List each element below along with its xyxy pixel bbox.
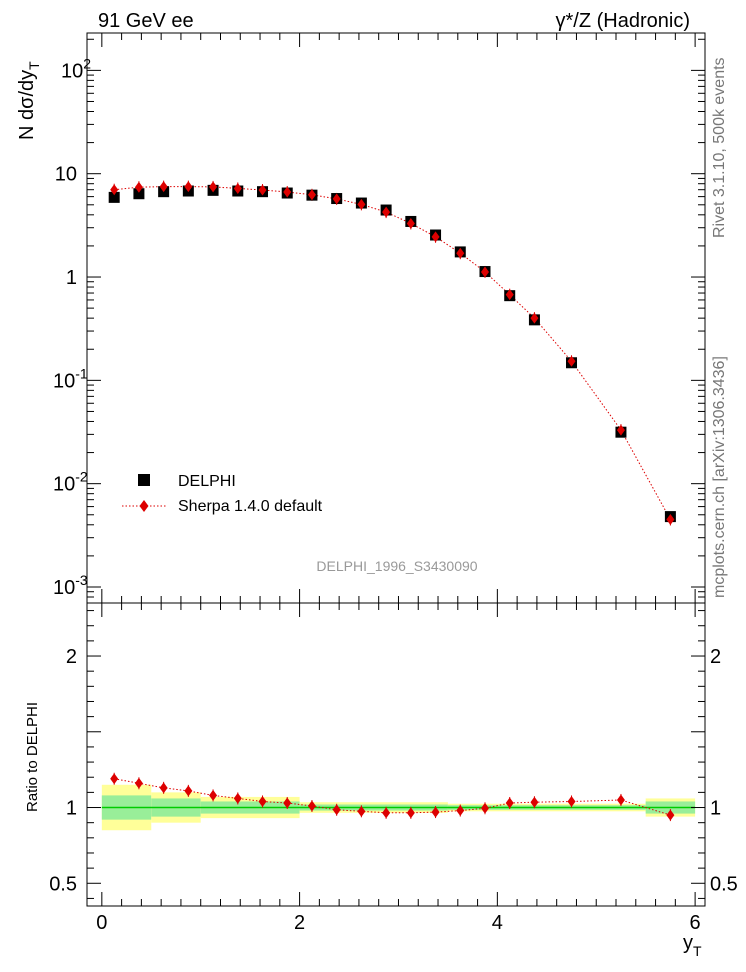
ratio-sherpa-point	[480, 802, 489, 814]
ratio-sherpa-point	[258, 795, 267, 807]
x-axis-label: yT	[683, 932, 702, 959]
main-plot-frame	[86, 32, 706, 604]
legend-sherpa-marker	[139, 500, 149, 512]
ratio-sherpa-point	[431, 806, 440, 818]
ratio-sherpa-point	[184, 785, 193, 797]
ratio-y-tick-label-left: 2	[66, 646, 77, 668]
ratio-sherpa-point	[110, 773, 119, 785]
sherpa-point	[431, 231, 440, 243]
sherpa-point	[332, 193, 341, 205]
ratio-sherpa-point	[456, 805, 465, 817]
ratio-sherpa-point	[567, 795, 576, 807]
sherpa-point	[382, 206, 391, 218]
sherpa-point	[134, 181, 143, 193]
ratio-y-tick-labels: 0.5 0.5 1 1 2 2	[49, 646, 738, 895]
ratio-plot-frame	[86, 602, 706, 907]
ratio-sherpa-point	[666, 809, 675, 821]
ratio-sherpa-points	[110, 773, 675, 821]
sherpa-point	[567, 355, 576, 367]
sherpa-point	[456, 247, 465, 259]
ratio-y-axis-label: Ratio to DELPHI	[24, 702, 41, 812]
sherpa-point	[283, 186, 292, 198]
ratio-sherpa-point	[307, 800, 316, 812]
y-tick-label: 10-1	[53, 365, 88, 392]
legend-delphi-label: DELPHI	[178, 473, 236, 490]
sherpa-point	[616, 424, 625, 436]
sherpa-point	[233, 182, 242, 194]
sherpa-point	[184, 181, 193, 193]
legend: DELPHI Sherpa 1.4.0 default	[122, 473, 323, 515]
analysis-watermark: DELPHI_1996_S3430090	[316, 558, 477, 574]
ratio-sherpa-point	[616, 794, 625, 806]
ratio-sherpa-point	[209, 789, 218, 801]
side-label-rivet: Rivet 3.1.10, 500k events	[711, 57, 728, 238]
ratio-y-tick-label-right: 0.5	[710, 873, 738, 895]
y-tick-label: 1	[66, 267, 77, 289]
sherpa-point	[480, 266, 489, 278]
x-tick-label: 2	[294, 912, 305, 934]
sherpa-point	[666, 514, 675, 526]
x-tick-label: 4	[492, 912, 503, 934]
sherpa-point	[159, 181, 168, 193]
x-tick-label: 6	[690, 912, 701, 934]
ratio-sherpa-point	[283, 797, 292, 809]
x-tick-labels: 0 2 4 6	[96, 912, 700, 934]
legend-delphi-marker	[138, 474, 150, 486]
delphi-point	[108, 191, 120, 203]
sherpa-point	[530, 312, 539, 324]
ratio-y-tick-label-left: 0.5	[49, 873, 77, 895]
ratio-y-tick-label-right: 1	[710, 798, 721, 820]
ratio-y-tick-label-right: 2	[710, 646, 721, 668]
header-right: γ*/Z (Hadronic)	[556, 10, 690, 32]
main-y-axis-label: N dσ/dyT	[16, 61, 42, 140]
ratio-sherpa-point	[406, 807, 415, 819]
y-tick-label: 10-3	[53, 572, 88, 599]
sherpa-point	[258, 184, 267, 196]
x-tick-label: 0	[96, 912, 107, 934]
legend-sherpa-label: Sherpa 1.4.0 default	[178, 498, 323, 515]
ratio-sherpa-point	[530, 796, 539, 808]
ratio-sherpa-point	[233, 792, 242, 804]
sherpa-point	[357, 198, 366, 210]
ratio-plot-panel: 0.5 0.5 1 1 2 2 0 2 4 6 Ratio to DELPHI yT	[24, 602, 738, 959]
sherpa-point	[505, 289, 514, 301]
ratio-sherpa-point	[382, 807, 391, 819]
ratio-sherpa-point	[505, 797, 514, 809]
sherpa-point	[307, 189, 316, 201]
ratio-sherpa-point	[159, 782, 168, 794]
sherpa-point	[406, 217, 415, 229]
sherpa-line	[114, 186, 671, 520]
ratio-sherpa-point	[357, 805, 366, 817]
delphi-points	[108, 184, 676, 523]
ratio-plot-ticks	[87, 603, 705, 906]
y-tick-label: 10-2	[53, 469, 88, 496]
ratio-sherpa-point	[332, 804, 341, 816]
sherpa-point	[110, 184, 119, 196]
sherpa-point	[209, 181, 218, 193]
header-left: 91 GeV ee	[98, 10, 194, 32]
side-label-mcplots: mcplots.cern.ch [arXiv:1306.3436]	[711, 356, 728, 598]
sherpa-points	[110, 181, 675, 526]
main-plot-ticks	[87, 33, 705, 604]
ratio-sherpa-point	[134, 777, 143, 789]
y-tick-label: 10	[55, 164, 77, 186]
delphi-point	[133, 188, 145, 200]
ratio-y-tick-label-left: 1	[66, 798, 77, 820]
